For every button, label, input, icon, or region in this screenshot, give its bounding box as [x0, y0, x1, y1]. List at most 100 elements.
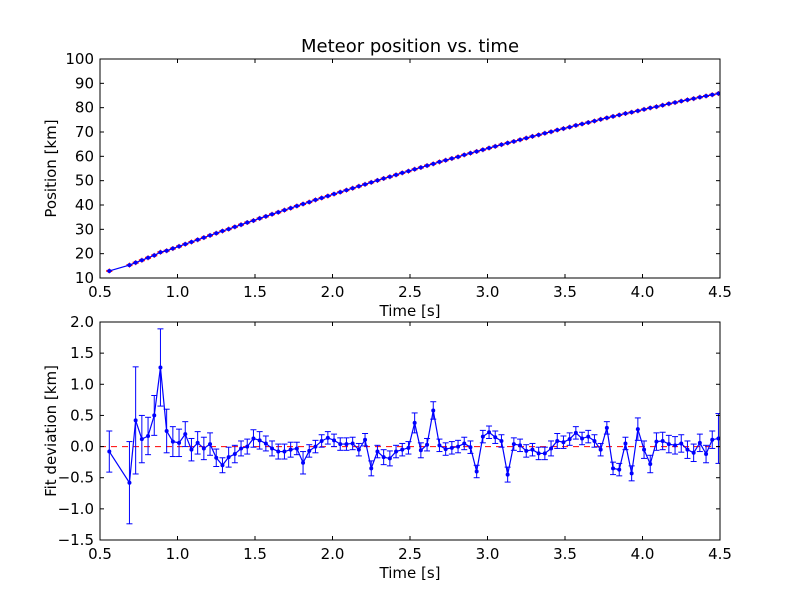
residual-point: [107, 449, 112, 454]
residual-point: [325, 435, 330, 440]
residual-point: [263, 441, 268, 446]
residual-point: [617, 467, 622, 472]
residual-point: [282, 449, 287, 454]
residual-point: [449, 445, 454, 450]
residual-point: [356, 447, 361, 452]
residual-point: [232, 452, 237, 457]
residual-point: [697, 440, 702, 445]
fit-point: [375, 178, 380, 183]
fit-point: [319, 195, 324, 200]
fit-point: [685, 97, 690, 102]
fit-point: [270, 212, 275, 217]
residual-point: [158, 365, 163, 370]
residual-point: [189, 447, 194, 452]
x-tick-label: 3.5: [553, 283, 577, 301]
chart-title: Meteor position vs. time: [301, 36, 519, 57]
fit-point: [567, 125, 572, 130]
residual-point: [363, 437, 368, 442]
top-panel: 0.5 1.0 1.5 2.0 2.5 3.0 3.5 4.0 4.5 10 20 30 40 50 60 7…: [42, 36, 732, 320]
residual-point: [567, 437, 572, 442]
residual-point: [611, 466, 616, 471]
fit-point: [611, 114, 616, 119]
y-tick-label: 100: [65, 50, 94, 68]
residual-point: [710, 437, 715, 442]
residual-point: [660, 438, 665, 443]
x-tick-label: 2.0: [321, 545, 345, 563]
residual-point: [580, 436, 585, 441]
residual-point: [294, 446, 299, 451]
y-axis-label: Position [km]: [42, 119, 60, 217]
x-tick-label: 2.5: [398, 545, 422, 563]
fit-point: [332, 192, 337, 197]
y-tick-label: 50: [75, 172, 94, 190]
fit-point: [195, 237, 200, 242]
residual-point: [493, 435, 498, 440]
x-tick-label: 1.0: [166, 283, 190, 301]
fit-point: [524, 136, 529, 141]
x-tick-label: 4.5: [708, 283, 732, 301]
residual-point: [561, 440, 566, 445]
fit-point: [666, 101, 671, 106]
plot-area: [106, 91, 720, 274]
fit-point: [592, 119, 597, 124]
residual-point: [499, 438, 504, 443]
fit-point: [301, 202, 306, 207]
fit-point: [437, 159, 442, 164]
plot-area: [100, 328, 720, 525]
residual-point: [226, 455, 231, 460]
y-tick-label: 80: [75, 99, 94, 117]
fit-point: [146, 255, 151, 260]
residual-point: [400, 447, 405, 452]
residual-point: [629, 471, 634, 476]
fit-point: [276, 210, 281, 215]
x-axis-label: Time [s]: [379, 564, 441, 582]
residual-point: [487, 430, 492, 435]
fit-point: [369, 180, 374, 185]
residual-point: [164, 429, 169, 433]
fit-point: [418, 165, 423, 170]
fit-point: [201, 235, 206, 240]
y-tick-label: 60: [75, 147, 94, 165]
fit-point: [127, 263, 132, 268]
residual-point: [239, 446, 244, 451]
fit-point: [660, 103, 665, 108]
residual-point: [220, 463, 225, 468]
residual-point: [573, 430, 578, 435]
fit-point: [673, 100, 678, 105]
residual-point: [480, 434, 485, 439]
residual-point: [648, 462, 653, 467]
fit-point: [183, 242, 188, 247]
fit-point: [635, 108, 640, 113]
x-tick-label: 1.0: [166, 545, 190, 563]
residual-point: [542, 451, 547, 456]
fit-point: [350, 186, 355, 191]
residual-point: [704, 452, 709, 457]
x-tick-label: 4.0: [631, 283, 655, 301]
residual-point: [685, 447, 690, 452]
fit-point: [443, 158, 448, 163]
fit-point: [493, 144, 498, 149]
plot-frame: [99, 58, 721, 279]
residual-point: [245, 444, 250, 449]
fit-point: [313, 197, 318, 202]
fit-point: [573, 123, 578, 128]
residual-point: [654, 439, 659, 444]
x-axis-label: Time [s]: [379, 302, 441, 320]
fit-point: [518, 137, 523, 142]
fit-point: [282, 208, 287, 213]
residual-point: [474, 469, 479, 474]
fit-point: [220, 229, 225, 234]
fit-point: [400, 170, 405, 175]
fit-point: [226, 227, 231, 232]
residual-point: [412, 420, 417, 425]
fit-point: [530, 134, 535, 139]
fit-point: [107, 268, 112, 273]
y-tick-label: 90: [75, 74, 94, 92]
residual-point: [257, 438, 262, 443]
fit-point: [344, 188, 349, 193]
fit-point: [170, 246, 175, 251]
fit-point: [536, 132, 541, 137]
y-tick-label: 20: [75, 245, 94, 263]
residual-point: [511, 442, 516, 447]
residual-point: [214, 455, 219, 460]
